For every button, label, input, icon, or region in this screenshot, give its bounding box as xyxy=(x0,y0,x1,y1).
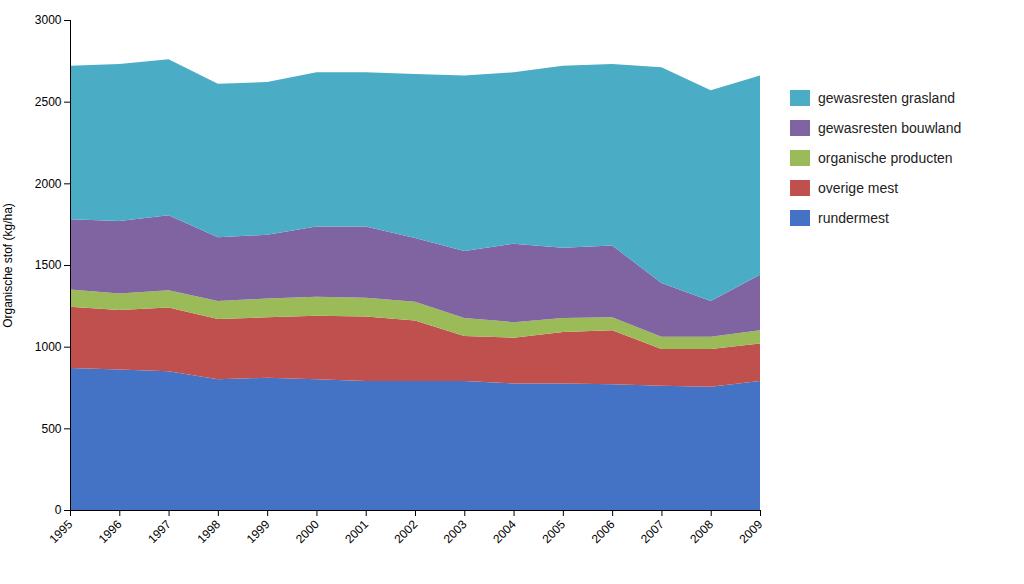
svg-text:2000: 2000 xyxy=(293,517,322,546)
svg-text:2005: 2005 xyxy=(539,517,568,546)
svg-text:0: 0 xyxy=(55,503,62,517)
svg-text:2003: 2003 xyxy=(441,517,470,546)
svg-text:2001: 2001 xyxy=(342,517,371,546)
svg-text:3000: 3000 xyxy=(35,13,62,27)
svg-text:2000: 2000 xyxy=(35,177,62,191)
html-text:overige mest: overige mest xyxy=(818,180,899,196)
html-text:gewasresten bouwland: gewasresten bouwland xyxy=(818,120,962,136)
svg-text:2009: 2009 xyxy=(737,517,766,546)
svg-text:2007: 2007 xyxy=(638,517,667,546)
svg-text:1996: 1996 xyxy=(96,517,125,546)
svg-text:1997: 1997 xyxy=(145,517,174,546)
html-text:organische producten: organische producten xyxy=(818,150,953,166)
svg-text:500: 500 xyxy=(41,422,61,436)
html-text:rundermest: rundermest xyxy=(818,210,889,226)
svg-text:2006: 2006 xyxy=(589,517,618,546)
svg-text:1995: 1995 xyxy=(47,517,76,546)
svg-text:1999: 1999 xyxy=(244,517,273,546)
svg-text:1000: 1000 xyxy=(35,340,62,354)
svg-text:1998: 1998 xyxy=(194,517,223,546)
svg-text:2004: 2004 xyxy=(490,517,519,546)
html-text:gewasresten grasland: gewasresten grasland xyxy=(818,90,955,106)
svg-text:2500: 2500 xyxy=(35,95,62,109)
svg-text:2008: 2008 xyxy=(687,517,716,546)
svg-text:Organische stof (kg/ha): Organische stof (kg/ha) xyxy=(1,203,15,328)
svg-text:2002: 2002 xyxy=(392,517,421,546)
svg-text:1500: 1500 xyxy=(35,258,62,272)
